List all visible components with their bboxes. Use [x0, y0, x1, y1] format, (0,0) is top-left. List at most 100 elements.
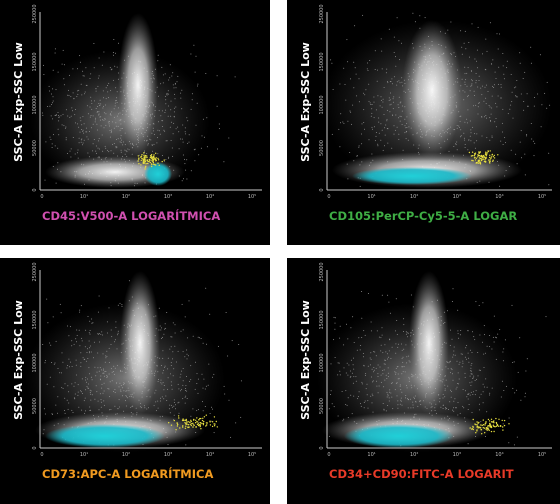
- event-dot: [128, 280, 130, 282]
- event-dot: [151, 160, 153, 162]
- event-dot: [410, 294, 412, 296]
- event-dot: [539, 54, 541, 56]
- event-dot: [93, 43, 95, 44]
- y-tick-label: 50000: [319, 398, 325, 414]
- event-dot: [478, 155, 481, 157]
- event-dot: [183, 178, 184, 180]
- event-dot: [201, 422, 203, 425]
- event-dot: [203, 416, 206, 418]
- event-dot: [346, 39, 348, 41]
- event-dot: [520, 399, 522, 401]
- event-dot: [330, 59, 332, 61]
- event-dot: [217, 148, 218, 150]
- event-dot: [488, 159, 490, 161]
- event-dot: [333, 316, 335, 318]
- event-dot: [485, 421, 487, 423]
- event-dot: [498, 418, 500, 420]
- event-dot: [193, 419, 195, 421]
- event-dot: [43, 74, 45, 75]
- event-dot: [182, 425, 184, 427]
- event-dot: [185, 425, 187, 427]
- event-dot: [492, 424, 494, 426]
- x-tick-label: 10³: [453, 194, 461, 200]
- event-dot: [43, 64, 44, 66]
- event-dot: [197, 424, 200, 427]
- event-dot: [151, 158, 153, 160]
- event-dot: [367, 293, 369, 294]
- event-dot: [519, 337, 521, 339]
- cell-population: [144, 162, 172, 186]
- event-dot: [155, 152, 157, 154]
- x-tick-label: 10¹: [367, 452, 375, 458]
- y-tick-label: 150000: [319, 310, 325, 329]
- event-dot: [177, 415, 180, 417]
- event-dot: [530, 46, 532, 48]
- plot-panel: 0 50000 100000 150000 250000 0 10¹ 10² 10³ 10⁴ 10⁵…: [287, 258, 560, 504]
- event-dot: [190, 170, 192, 172]
- y-tick-label: 150000: [319, 52, 325, 71]
- event-dot: [485, 155, 487, 157]
- event-dot: [474, 156, 476, 159]
- cell-population: [352, 167, 472, 185]
- event-dot: [44, 179, 46, 181]
- event-dot: [485, 428, 487, 430]
- event-dot: [474, 153, 476, 156]
- event-dot: [140, 164, 142, 166]
- event-dot: [477, 159, 480, 161]
- event-dot: [475, 157, 478, 159]
- event-dot: [158, 164, 160, 166]
- event-dot: [476, 424, 478, 426]
- event-dot: [487, 427, 489, 429]
- x-tick-label: 10³: [453, 452, 461, 458]
- x-tick-label: 10³: [164, 452, 172, 458]
- event-dot: [142, 159, 144, 161]
- event-dot: [198, 419, 200, 421]
- event-dot: [482, 302, 484, 304]
- event-dot: [474, 423, 476, 425]
- event-dot: [486, 429, 488, 431]
- event-dot: [197, 83, 199, 85]
- event-dot: [489, 156, 491, 159]
- event-dot: [502, 423, 504, 425]
- event-dot: [196, 417, 198, 419]
- event-dot: [545, 316, 547, 318]
- event-dot: [225, 312, 227, 313]
- y-axis-label: SSC-A Exp-SSC Low: [12, 42, 25, 162]
- event-dot: [216, 426, 218, 428]
- event-dot: [488, 420, 491, 422]
- event-dot: [144, 159, 147, 161]
- event-dot: [362, 14, 364, 16]
- event-dot: [478, 151, 480, 153]
- event-dot: [227, 355, 229, 357]
- event-dot: [141, 157, 143, 159]
- event-dot: [195, 426, 197, 428]
- event-dot: [503, 419, 506, 422]
- event-dot: [140, 155, 143, 157]
- cell-population: [120, 271, 160, 415]
- event-dot: [490, 430, 493, 433]
- event-dot: [513, 444, 515, 446]
- event-dot: [508, 442, 510, 444]
- x-axis-label: CD45:V500-A LOGARÍTMICA: [42, 208, 220, 223]
- event-dot: [186, 178, 188, 180]
- event-dot: [62, 49, 64, 51]
- event-dot: [419, 15, 421, 17]
- event-dot: [468, 151, 471, 154]
- event-dot: [548, 184, 550, 186]
- event-dot: [55, 182, 57, 184]
- event-dot: [486, 152, 489, 154]
- event-dot: [504, 339, 506, 341]
- event-dot: [141, 154, 143, 156]
- event-dot: [144, 154, 147, 157]
- event-dot: [452, 288, 454, 290]
- event-dot: [228, 399, 230, 401]
- event-dot: [484, 432, 486, 434]
- x-tick-label: 0: [327, 452, 330, 458]
- event-dot: [199, 422, 201, 424]
- event-dot: [187, 421, 189, 423]
- event-dot: [339, 325, 341, 327]
- x-tick-label: 10⁵: [248, 452, 256, 458]
- event-dot: [499, 425, 502, 427]
- event-dot: [235, 422, 237, 424]
